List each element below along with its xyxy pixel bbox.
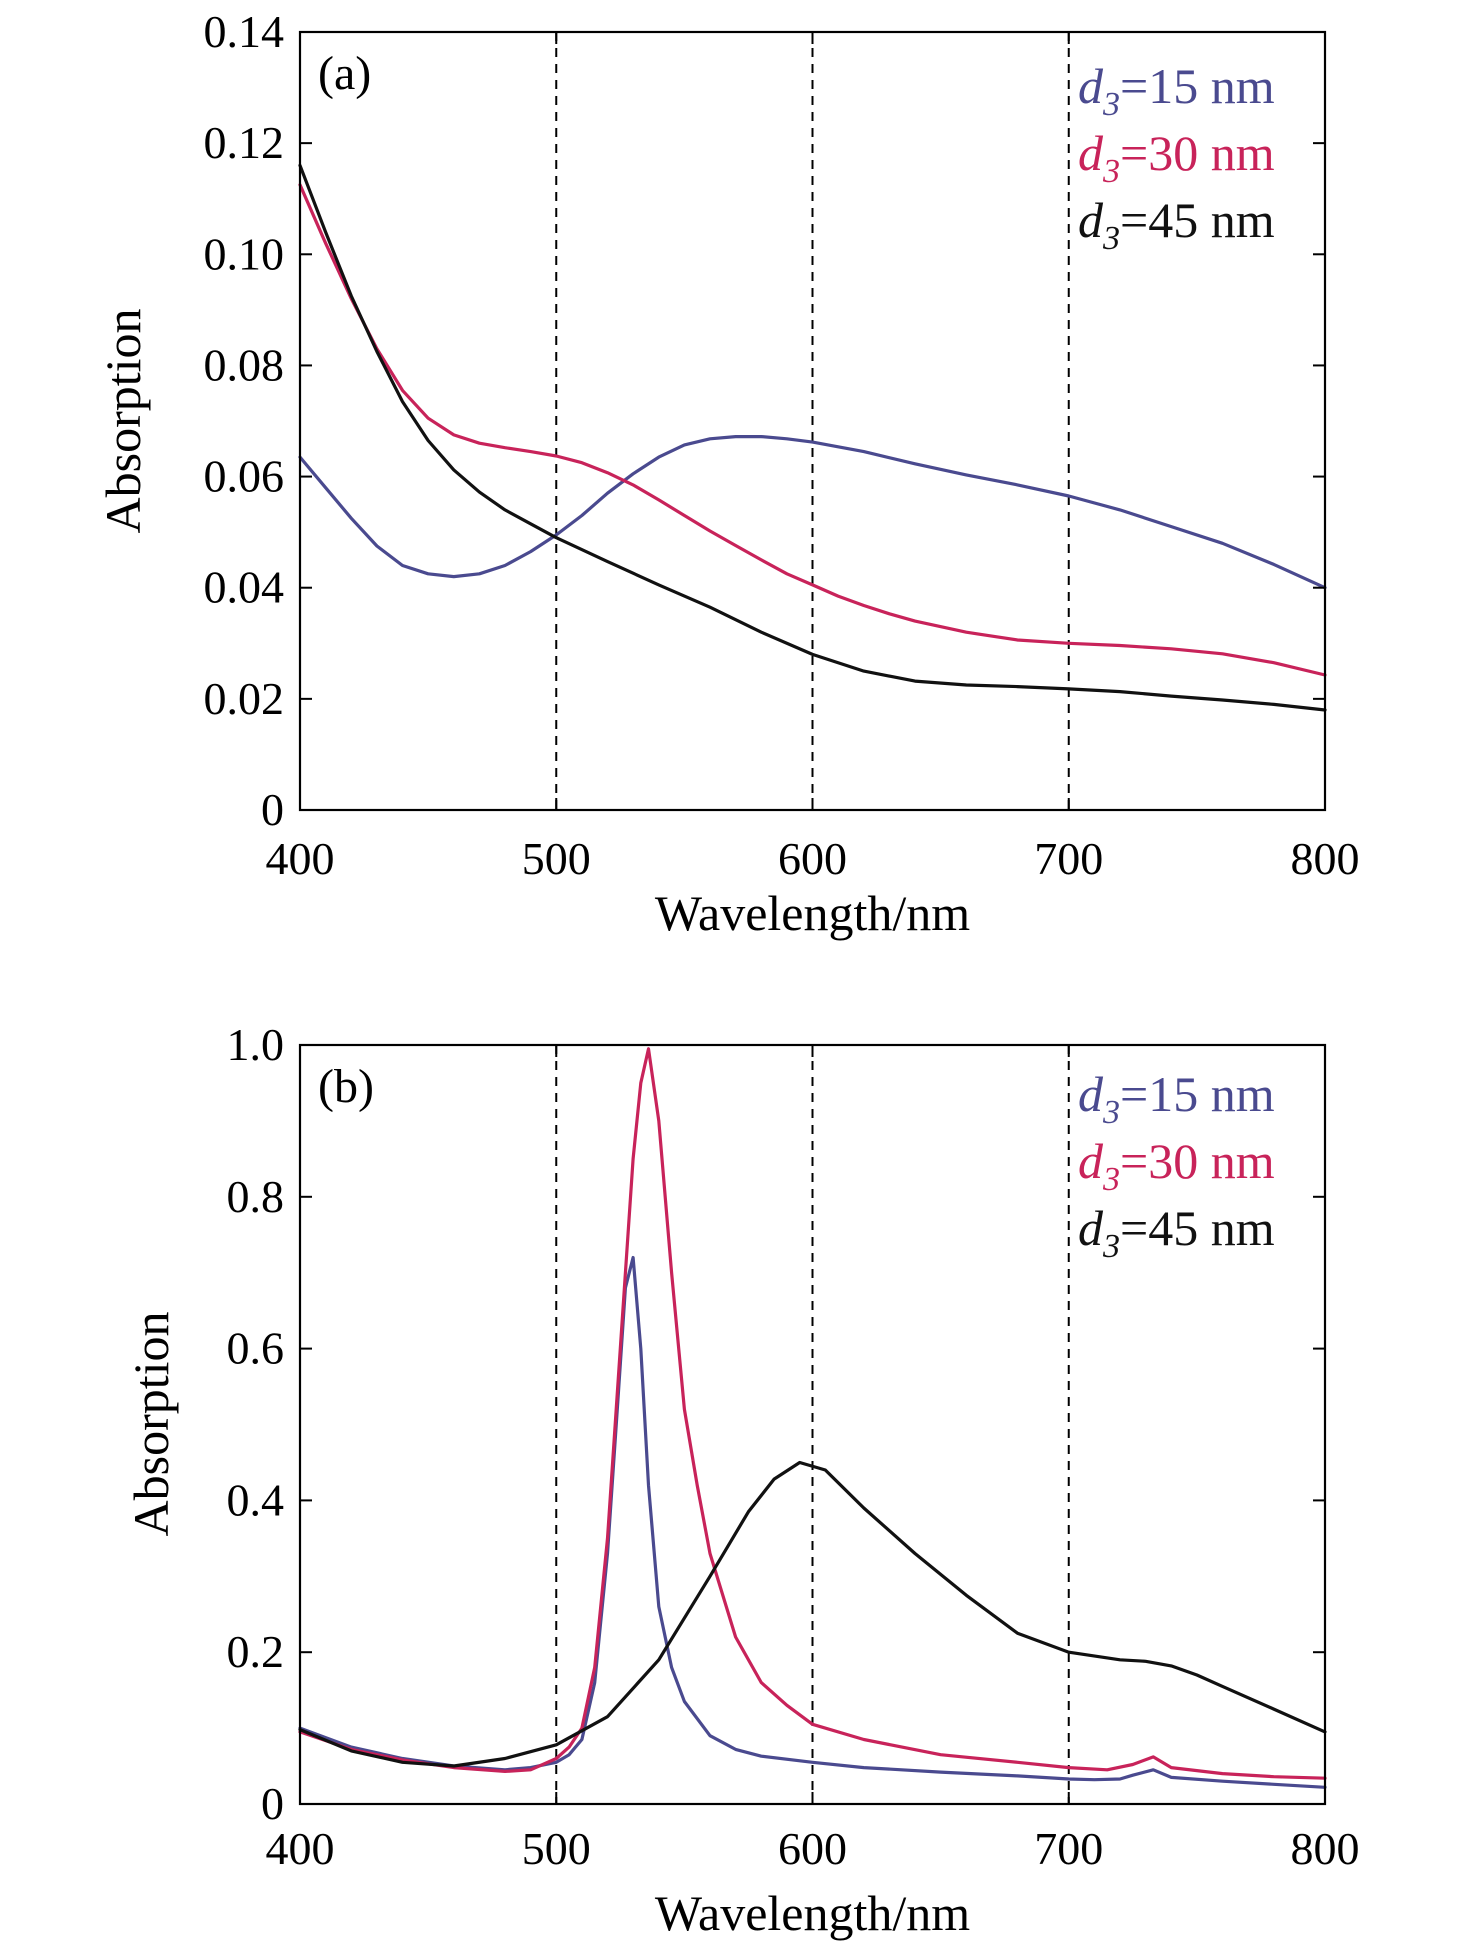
- legend-entry-3: d3=45 nm: [1078, 1200, 1275, 1265]
- y-tick-label: 0.4: [227, 1474, 285, 1525]
- y-tick-label: 0.2: [227, 1626, 285, 1677]
- series-line-1: [298, 1255, 1327, 1789]
- legend-subscript: 3: [1102, 1161, 1120, 1198]
- legend-symbol: d: [1078, 1133, 1104, 1189]
- x-tick-label: 800: [1291, 1823, 1360, 1874]
- legend-text: =45 nm: [1120, 1200, 1275, 1256]
- x-tick-label: 500: [522, 833, 591, 884]
- legend-subscript: 3: [1102, 1094, 1120, 1131]
- legend-entry-2: d3=30 nm: [1078, 1133, 1275, 1198]
- legend-text: =15 nm: [1120, 58, 1275, 114]
- legend-subscript: 3: [1102, 1228, 1120, 1265]
- y-tick-label: 0.12: [204, 117, 285, 168]
- series-line-2: [298, 1047, 1327, 1780]
- series-line-3: [298, 163, 1327, 712]
- panel-b: 400 500 600 700 800 0 0.2 0.4 0.6 0.8 1.0 Wavelengt…: [123, 1019, 1360, 1941]
- y-tick-label: 0.02: [204, 673, 285, 724]
- legend-text: =30 nm: [1120, 125, 1275, 181]
- y-tick-label: 0: [261, 1778, 284, 1829]
- panel-label: (b): [318, 1060, 374, 1113]
- y-tick-label: 1.0: [227, 1019, 285, 1070]
- series-line-1: [298, 435, 1327, 590]
- x-tick-label: 400: [266, 1823, 335, 1874]
- panel-label: (a): [318, 47, 371, 100]
- legend-symbol: d: [1078, 1066, 1104, 1122]
- x-tick-label: 700: [1034, 833, 1103, 884]
- legend-symbol: d: [1078, 192, 1104, 248]
- legend-entry-3: d3=45 nm: [1078, 192, 1275, 257]
- legend-symbol: d: [1078, 125, 1104, 181]
- y-tick-label: 0.06: [204, 451, 285, 502]
- series-line-3: [298, 1460, 1327, 1768]
- legend-text: =30 nm: [1120, 1133, 1275, 1189]
- y-tick-label: 0.04: [204, 562, 285, 613]
- legend-symbol: d: [1078, 1200, 1104, 1256]
- x-axis-label: Wavelength/nm: [655, 1885, 970, 1941]
- x-tick-label: 600: [778, 833, 847, 884]
- x-tick-label: 400: [266, 833, 335, 884]
- legend-subscript: 3: [1102, 220, 1120, 257]
- y-tick-label: 0.8: [227, 1171, 285, 1222]
- legend-entry-1: d3=15 nm: [1078, 1066, 1275, 1131]
- y-tick-label: 0.08: [204, 339, 285, 390]
- y-tick-label: 0.6: [227, 1323, 285, 1374]
- x-tick-label: 600: [778, 1823, 847, 1874]
- x-tick-label: 700: [1034, 1823, 1103, 1874]
- y-axis-label: Absorption: [123, 1312, 179, 1537]
- legend-text: =45 nm: [1120, 192, 1275, 248]
- panel-a: 400 500 600 700 800 0 0.02 0.04 0.06 0.08 0.10 0.12…: [95, 6, 1360, 941]
- legend-text: =15 nm: [1120, 1066, 1275, 1122]
- legend-subscript: 3: [1102, 153, 1120, 190]
- legend-entry-2: d3=30 nm: [1078, 125, 1275, 190]
- y-tick-label: 0.14: [204, 6, 285, 57]
- legend-symbol: d: [1078, 58, 1104, 114]
- series-line-2: [298, 183, 1327, 677]
- legend-entry-1: d3=15 nm: [1078, 58, 1275, 123]
- legend-subscript: 3: [1102, 86, 1120, 123]
- y-tick-label: 0.10: [204, 228, 285, 279]
- x-axis-label: Wavelength/nm: [655, 885, 970, 941]
- y-tick-label: 0: [261, 784, 284, 835]
- x-tick-label: 500: [522, 1823, 591, 1874]
- x-tick-label: 800: [1291, 833, 1360, 884]
- y-axis-label: Absorption: [95, 309, 151, 534]
